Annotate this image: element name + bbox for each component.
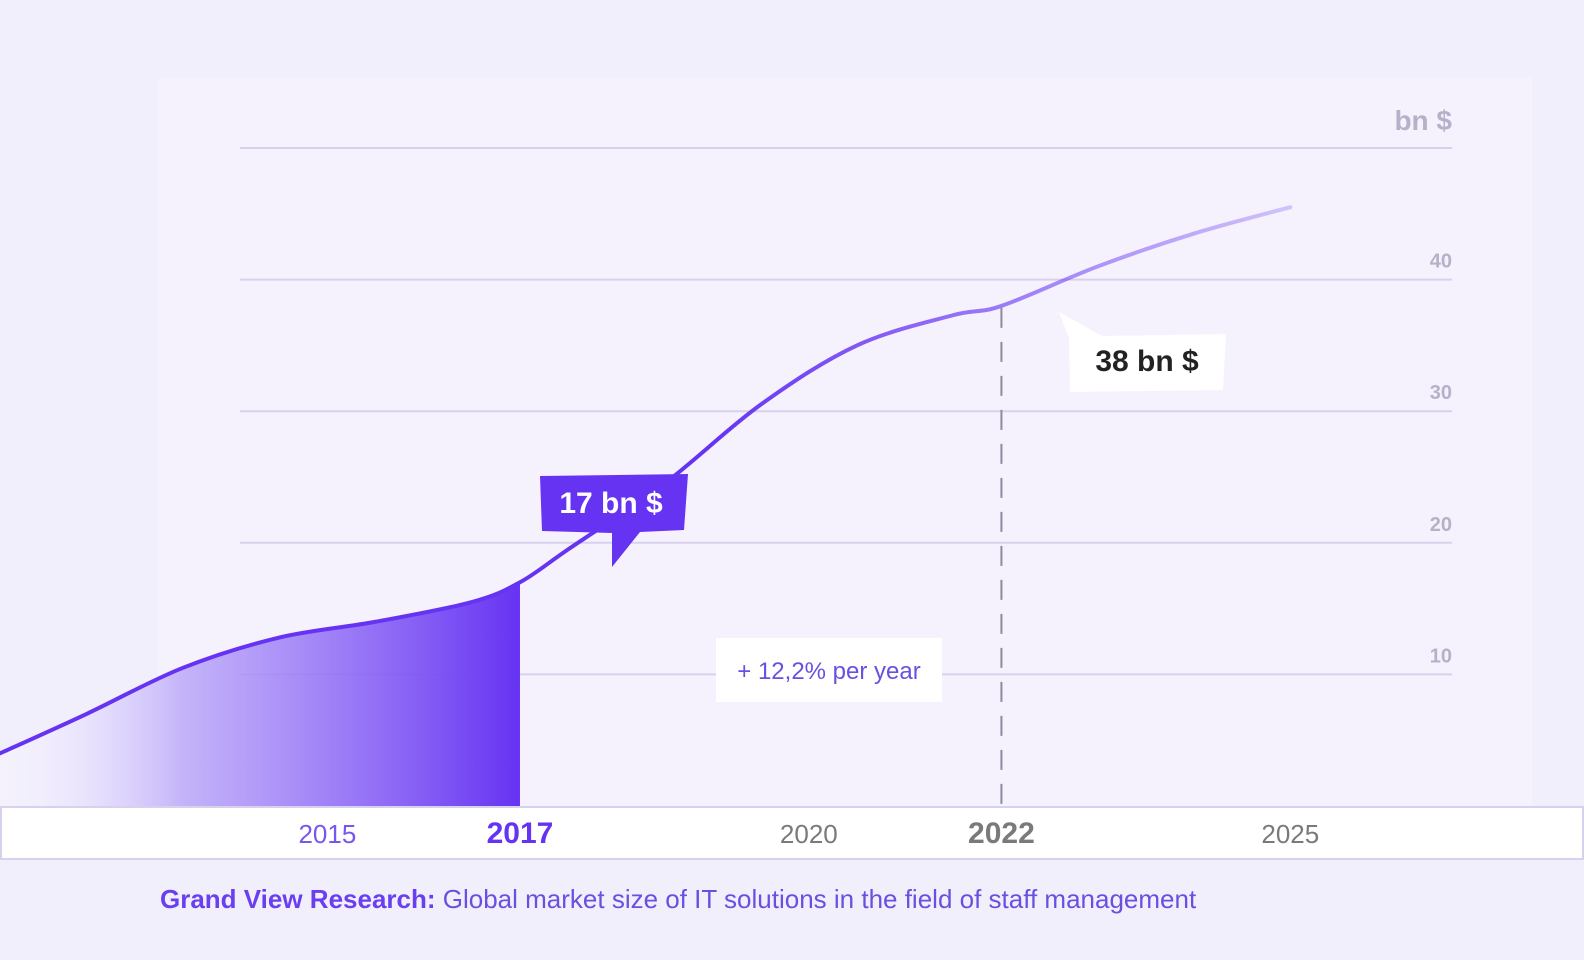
x-tick-label-2020: 2020 <box>780 819 838 849</box>
y-tick-label-30: 30 <box>1430 382 1452 404</box>
shaded-area-until-2017 <box>0 582 520 806</box>
y-axis-ticks: 10 20 30 40 <box>1430 251 1452 668</box>
y-tick-label-20: 20 <box>1430 514 1452 536</box>
caption-text: Global market size of IT solutions in th… <box>435 884 1197 914</box>
callout-38bn-bubble <box>1059 312 1226 392</box>
x-axis-bar <box>0 806 1584 860</box>
x-tick-label-2022: 2022 <box>968 817 1035 850</box>
y-tick-label-40: 40 <box>1430 251 1452 273</box>
growth-rate-label: + 12,2% per year <box>737 658 920 685</box>
x-tick-label-2015: 2015 <box>298 819 356 849</box>
x-axis-ticks: 2015 2017 2020 2022 2025 <box>298 817 1319 850</box>
callout-38bn: 38 bn $ <box>1059 312 1226 392</box>
growth-rate-box-bg <box>716 638 942 702</box>
growth-rate-box: + 12,2% per year <box>716 638 942 702</box>
callout-17bn-label: 17 bn $ <box>559 487 663 520</box>
callout-38bn-label: 38 bn $ <box>1095 345 1199 378</box>
callout-17bn: 17 bn $ <box>540 474 688 567</box>
callout-17bn-bubble <box>540 474 688 567</box>
y-tick-label-10: 10 <box>1430 645 1452 667</box>
x-tick-label-2025: 2025 <box>1261 819 1319 849</box>
y-axis-unit-label: bn $ <box>1394 105 1452 136</box>
caption-source: Grand View Research: <box>160 884 436 914</box>
chart-caption: Grand View Research: Global market size … <box>160 884 1196 915</box>
x-tick-label-2017: 2017 <box>487 817 554 850</box>
